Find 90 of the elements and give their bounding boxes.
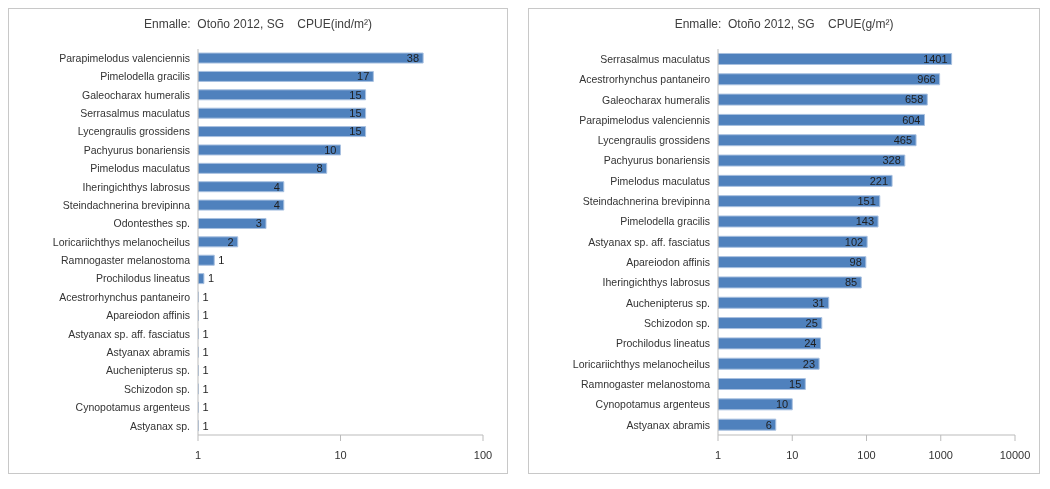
y-tick-label: Steindachnerina brevipinna xyxy=(62,198,191,211)
x-tick-label: 1 xyxy=(194,448,202,461)
y-tick-label: Astyanax sp. aff. fasciatus xyxy=(588,235,710,248)
data-label: 8 xyxy=(316,162,323,175)
y-tick-label: Galeocharax humeralis xyxy=(602,93,710,106)
data-label: 17 xyxy=(357,70,370,83)
x-tick-label: 1 xyxy=(714,448,722,461)
y-tick-label: Pimelodella gracilis xyxy=(100,70,190,83)
y-tick-label: Serrasalmus maculatus xyxy=(80,107,190,120)
data-label: 1 xyxy=(202,419,209,432)
data-label: 1 xyxy=(202,327,209,340)
data-label: 15 xyxy=(349,125,362,138)
x-tick-label: 1000 xyxy=(928,448,953,461)
y-tick-label: Astyanax sp. aff. fasciatus xyxy=(68,327,190,340)
x-tick-label: 10 xyxy=(334,448,347,461)
data-label: 85 xyxy=(845,276,858,289)
y-tick-label: Pimelodus maculatus xyxy=(610,174,710,187)
data-label: 1 xyxy=(202,345,209,358)
y-tick-label: Apareiodon affinis xyxy=(106,309,190,322)
data-label: 143 xyxy=(855,215,875,228)
data-label: 328 xyxy=(882,154,901,167)
x-tick-label: 10000 xyxy=(999,448,1031,461)
data-label: 1 xyxy=(202,364,209,377)
y-tick-label: Lycengraulis grossidens xyxy=(597,134,710,147)
y-tick-label: Prochilodus lineatus xyxy=(616,337,710,350)
y-tick-label: Ramnogaster melanostoma xyxy=(61,254,191,267)
data-label: 658 xyxy=(904,93,924,106)
y-tick-label: Pimelodus maculatus xyxy=(90,162,190,175)
data-label: 1 xyxy=(207,272,215,285)
data-label: 1 xyxy=(218,254,225,267)
y-tick-label: Astyanax sp. xyxy=(129,419,190,432)
y-tick-label: Loricariichthys melanocheilus xyxy=(572,357,710,370)
data-label: 1 xyxy=(202,401,209,414)
y-tick-label: Cynopotamus argenteus xyxy=(595,398,710,411)
y-tick-label: Odontesthes sp. xyxy=(113,217,190,230)
y-tick-label: Pachyurus bonariensis xyxy=(603,154,710,167)
data-label: 966 xyxy=(917,73,936,86)
y-tick-label: Serrasalmus maculatus xyxy=(600,52,710,65)
y-tick-label: Cynopotamus argenteus xyxy=(75,401,190,414)
y-tick-label: Prochilodus lineatus xyxy=(96,272,190,285)
data-label: 3 xyxy=(255,217,262,230)
x-tick-label: 100 xyxy=(473,448,493,461)
y-tick-label: Parapimelodus valenciennis xyxy=(579,113,710,126)
x-tick-label: 10 xyxy=(786,448,799,461)
y-tick-label: Parapimelodus valenciennis xyxy=(59,51,190,64)
y-tick-label: Galeocharax humeralis xyxy=(82,88,190,101)
y-tick-label: Schizodon sp. xyxy=(644,316,710,329)
data-label: 465 xyxy=(893,134,913,147)
data-label: 15 xyxy=(349,107,362,120)
data-label: 31 xyxy=(812,296,825,309)
data-label: 4 xyxy=(273,198,280,211)
data-label: 38 xyxy=(406,51,420,64)
y-tick-label: Ramnogaster melanostoma xyxy=(581,377,711,390)
data-label: 10 xyxy=(324,143,337,156)
y-tick-label: Astyanax abramis xyxy=(626,418,710,431)
y-tick-label: Iheringichthys labrosus xyxy=(82,180,190,193)
data-label: 23 xyxy=(802,357,816,370)
data-label: 1401 xyxy=(923,52,948,65)
y-tick-label: Apareiodon affinis xyxy=(626,256,710,269)
chart-title: Enmalle: Otoño 2012, SG CPUE(ind/m²) xyxy=(142,16,374,33)
data-label: 151 xyxy=(857,195,876,208)
data-label: 1 xyxy=(202,290,209,303)
y-tick-label: Steindachnerina brevipinna xyxy=(582,195,711,208)
data-label: 15 xyxy=(349,88,362,101)
data-label: 2 xyxy=(227,235,234,248)
y-tick-label: Iheringichthys labrosus xyxy=(602,276,710,289)
data-label: 10 xyxy=(776,398,789,411)
y-tick-label: Auchenipterus sp. xyxy=(105,364,190,377)
y-tick-label: Astyanax abramis xyxy=(106,346,190,359)
chart-title: Enmalle: Otoño 2012, SG CPUE(g/m²) xyxy=(673,16,895,33)
y-tick-label: Pachyurus bonariensis xyxy=(83,143,190,156)
data-label: 1 xyxy=(202,309,209,322)
y-tick-label: Acestrorhynchus pantaneiro xyxy=(579,73,711,86)
data-label: 604 xyxy=(902,113,921,126)
data-label: 4 xyxy=(273,180,280,193)
y-tick-label: Lycengraulis grossidens xyxy=(77,125,190,138)
y-tick-label: Pimelodella gracilis xyxy=(620,215,710,228)
data-label: 98 xyxy=(849,255,862,268)
y-tick-label: Acestrorhynchus pantaneiro xyxy=(59,290,191,303)
x-tick-label: 100 xyxy=(857,448,876,461)
data-label: 24 xyxy=(804,337,817,350)
y-tick-label: Auchenipterus sp. xyxy=(625,296,710,309)
data-label: 221 xyxy=(869,174,889,187)
data-label: 25 xyxy=(805,316,818,329)
data-label: 6 xyxy=(765,418,772,431)
y-tick-label: Loricariichthys melanocheilus xyxy=(52,235,190,248)
data-label: 15 xyxy=(789,377,802,390)
data-label: 1 xyxy=(202,382,209,395)
y-tick-label: Schizodon sp. xyxy=(124,382,190,395)
data-label: 102 xyxy=(844,235,864,248)
